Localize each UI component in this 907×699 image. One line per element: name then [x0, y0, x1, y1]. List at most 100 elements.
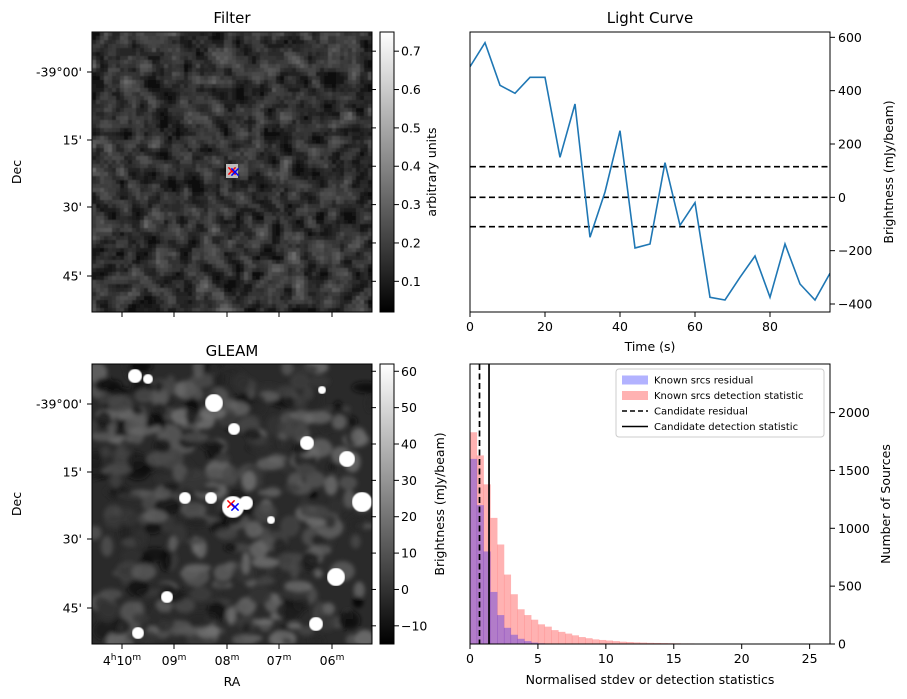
light-curve-x-tick-label: 80 [762, 319, 778, 334]
filter-colorbar-label: arbitrary units [424, 127, 439, 216]
gleam-x-ticks: 4h10m 09m 08m 07m 06m [103, 644, 345, 668]
histogram-bar [592, 639, 600, 644]
light-curve-y-tick-label: 200 [838, 137, 862, 152]
histogram-legend: Known srcs residual Known srcs detection … [615, 368, 825, 438]
histogram-bar [517, 638, 525, 644]
candidate-blue-marker [230, 502, 240, 512]
legend-label: Candidate residual [654, 407, 748, 418]
ra-tick-part: 06 [320, 653, 336, 668]
colorbar-tick-label: 0.1 [401, 274, 421, 289]
histogram-bar [626, 642, 634, 644]
dec-tick-label: 30' [63, 532, 82, 547]
dec-tick-label: 45' [63, 269, 82, 284]
histogram-bar [633, 642, 641, 644]
colorbar-tick-label: 0.3 [401, 197, 421, 212]
legend-swatch [622, 375, 648, 385]
colorbar-tick-label: −10 [401, 618, 427, 633]
histogram-y-tick-label: 500 [838, 579, 862, 594]
ra-tick-label: 06m [320, 653, 345, 668]
candidate-blue-marker [230, 167, 240, 177]
ra-tick-part: m [336, 653, 345, 663]
histogram-ylabel: Number of Sources [878, 444, 893, 564]
histogram-bar [653, 642, 661, 644]
histogram-bar [503, 627, 512, 644]
histogram-bar [578, 637, 586, 644]
gleam-colorbar [379, 363, 395, 645]
ra-tick-part: 09 [162, 653, 178, 668]
gleam-colorbar-label: Brightness (mJy/beam) [432, 432, 447, 575]
colorbar-tick-label: 0 [401, 582, 409, 597]
filter-frame [91, 31, 373, 313]
gleam-ylabel: Dec [9, 492, 24, 516]
ra-tick-label: 08m [215, 653, 240, 668]
ra-tick-part: h [111, 653, 117, 663]
light-curve-y-tick-label: 600 [838, 30, 862, 45]
dec-tick-label: 30' [63, 200, 82, 215]
ra-tick-part: m [231, 653, 240, 663]
histogram-bar [524, 641, 532, 644]
histogram-vlines [478, 364, 490, 644]
gleam-title: GLEAM [206, 342, 259, 360]
histogram-x-tick-label: 10 [598, 651, 614, 666]
ra-tick-part: 10 [116, 653, 132, 668]
histogram-x-tick-label: 20 [734, 651, 750, 666]
gleam-source [143, 374, 153, 384]
gleam-source [309, 617, 323, 631]
filter-colorbar [379, 31, 395, 313]
histogram-bar [531, 642, 539, 644]
light-curve-frame [469, 31, 831, 313]
light-curve-x-tick-label: 0 [466, 319, 474, 334]
gleam-markers [226, 499, 240, 512]
light-curve-x-ticks: 0 20 40 60 80 [466, 312, 778, 334]
gleam-y-ticks: -39°00' 15' 30' 45' [36, 397, 92, 616]
histogram-bar [605, 640, 613, 644]
colorbar-tick-label: 0.4 [401, 159, 421, 174]
gleam-xlabel: RA [224, 674, 241, 689]
histogram-bar [558, 631, 566, 644]
histogram-bar [470, 432, 478, 644]
ra-tick-label: 09m [162, 653, 187, 668]
dec-tick-label: 15' [63, 133, 82, 148]
histogram-bar [490, 591, 498, 644]
light-curve-y-tick-label: −200 [838, 243, 872, 258]
legend-label: Known srcs residual [654, 376, 753, 387]
histogram-y-ticks: 0500100015002000Brightness (mJy/beam) [830, 405, 870, 652]
histogram-bar [551, 630, 559, 644]
filter-y-ticks: -39°00' 15' 30' 45' [36, 65, 333, 317]
legend-box [615, 368, 825, 438]
histogram-frame [469, 363, 831, 645]
histogram-bar [483, 484, 491, 644]
ra-tick-label: 4h10m [103, 653, 141, 668]
colorbar-tick-label: 60 [401, 364, 417, 379]
histogram-bar [565, 633, 573, 644]
histogram-x-ticks: 0 5 10 15 20 25 [466, 644, 818, 666]
gleam-source [128, 369, 142, 383]
light-curve-x-tick-label: 60 [687, 319, 703, 334]
ra-tick-part: m [178, 653, 187, 663]
dec-tick-label: 45' [63, 601, 82, 616]
histogram-bar [612, 641, 620, 644]
colorbar-tick-label: 0.6 [401, 82, 421, 97]
histogram-xlabel: Normalised stdev or detection statistics [526, 672, 775, 687]
filter-ylabel: Dec [9, 160, 24, 184]
histogram-bar [510, 634, 518, 644]
light-curve-hlines [470, 165, 830, 228]
colorbar-tick-label: 50 [401, 400, 417, 415]
gleam-source [352, 492, 372, 512]
gleam-source [228, 423, 240, 435]
light-curve-y-tick-label: 0 [838, 190, 846, 205]
ra-tick-part: m [132, 653, 141, 663]
histogram-bar [639, 642, 647, 644]
histogram-bar [537, 624, 546, 644]
colorbar-tick-label: 0.7 [401, 44, 421, 59]
filter-image [92, 32, 372, 312]
light-curve-y-ticks: −400 −200 0 200 400 600 [830, 30, 872, 312]
colorbar-tick-label: 30 [401, 473, 417, 488]
legend-label: Candidate detection statistic [654, 422, 798, 433]
gleam-source [205, 492, 217, 504]
colorbar-tick-label: 20 [401, 509, 417, 524]
dec-tick-label: -39°00' [36, 397, 82, 412]
filter-panel: Filter -39°00' 15' 30' 45' Dec 0.1 0.2 0.3 0.4… [9, 9, 439, 317]
colorbar-tick-label: 10 [401, 546, 417, 561]
